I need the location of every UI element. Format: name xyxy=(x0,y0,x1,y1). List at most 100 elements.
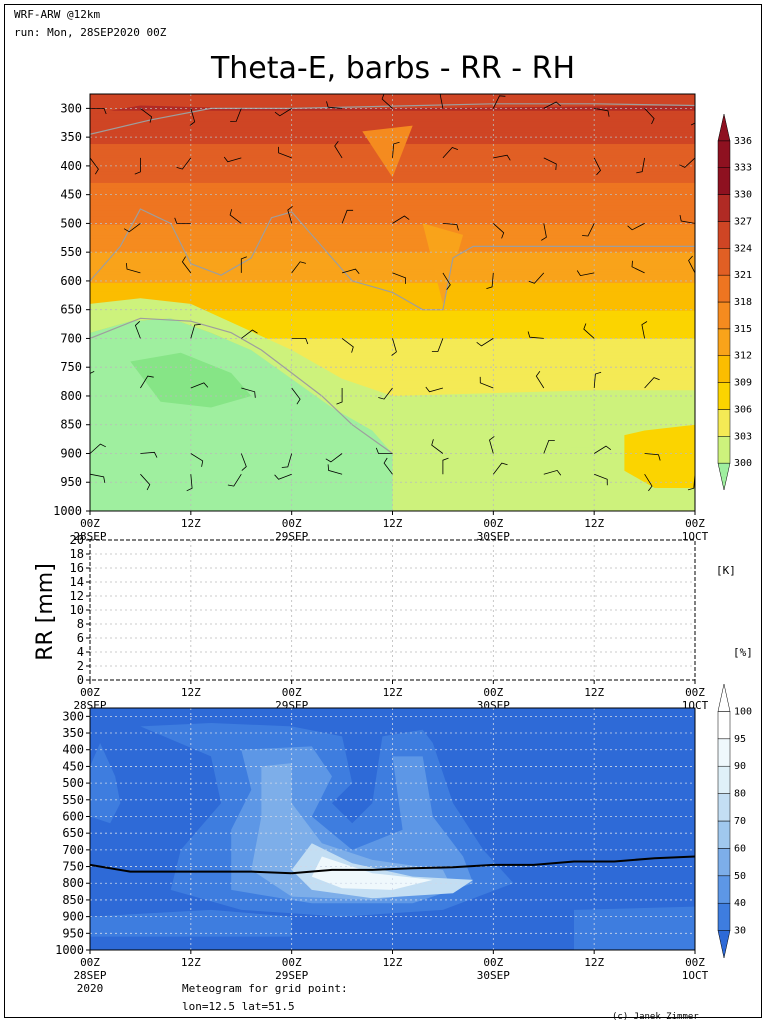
rh-cbar-label: 80 xyxy=(734,789,746,800)
rh-ytick-label: 850 xyxy=(62,893,84,907)
x-tick-hour: 00Z xyxy=(80,686,100,699)
theta-cbar-label: 306 xyxy=(734,404,752,415)
rh-ytick-label: 950 xyxy=(62,926,84,940)
theta-band xyxy=(90,124,695,128)
theta-band xyxy=(90,316,695,320)
rh-cbar-swatch xyxy=(717,711,731,740)
rh-cbar-swatch xyxy=(717,820,731,849)
theta-cbar-swatch xyxy=(717,301,731,330)
theta-band xyxy=(90,299,695,304)
wind-barb xyxy=(442,223,459,231)
x-tick-hour: 12Z xyxy=(181,517,201,530)
meteogram-caption: Meteogram for grid point: xyxy=(182,982,348,995)
theta-ytick-label: 600 xyxy=(60,274,82,288)
wind-barb xyxy=(636,157,645,174)
wind-barb xyxy=(594,473,608,486)
wind-barb xyxy=(176,157,192,170)
wind-barb xyxy=(439,94,444,109)
theta-ytick-label: 450 xyxy=(60,188,82,202)
x-tick-hour: 12Z xyxy=(584,517,604,530)
theta-band xyxy=(90,121,695,126)
rr-ytick-label: 4 xyxy=(77,645,84,659)
wind-barb xyxy=(489,436,495,454)
theta-ytick-label: 300 xyxy=(60,101,82,115)
gridpoint-caption: lon=12.5 lat=51.5 xyxy=(182,1000,295,1013)
wind-barb xyxy=(644,377,660,389)
theta-cbar-label: 318 xyxy=(734,297,752,308)
wind-barb xyxy=(90,473,106,483)
wind-barb xyxy=(375,447,393,454)
theta-band xyxy=(90,391,695,395)
x-tick-date: 1OCT xyxy=(682,530,709,543)
wind-barb xyxy=(240,453,247,471)
wind-barb xyxy=(123,223,141,233)
wind-barb xyxy=(134,321,141,339)
theta-cbar-extend-high xyxy=(717,113,731,142)
wind-barb xyxy=(140,451,158,458)
wind-barb xyxy=(442,147,459,159)
wind-barb xyxy=(644,108,655,125)
theta-cbar-label: 315 xyxy=(734,324,752,335)
theta-cbar-swatch xyxy=(717,140,731,168)
rh-cbar-swatch xyxy=(717,765,731,794)
wind-barb xyxy=(190,382,209,389)
wind-barb xyxy=(644,473,653,492)
rh-x-tick-date: 29SEP xyxy=(275,969,308,982)
theta-cbar-label: 333 xyxy=(734,163,752,174)
theta-band xyxy=(90,235,695,240)
rh-x-tick-date: 1OCT xyxy=(682,969,709,982)
theta-band xyxy=(90,305,695,309)
wind-barb xyxy=(90,443,106,454)
theta-band xyxy=(90,216,695,220)
wind-barb xyxy=(274,108,292,117)
wind-barb xyxy=(326,101,343,109)
theta-band xyxy=(90,230,695,234)
rr-ytick-label: 14 xyxy=(70,575,84,589)
wind-barb xyxy=(90,157,99,175)
wind-barb xyxy=(527,331,544,339)
rh-ytick-label: 600 xyxy=(62,809,84,823)
wind-barb xyxy=(227,473,242,487)
theta-band xyxy=(90,274,695,279)
rh-ytick-label: 900 xyxy=(62,910,84,924)
wind-barb xyxy=(593,445,612,454)
wind-barb xyxy=(493,154,511,161)
theta-band xyxy=(90,324,695,329)
theta-band xyxy=(90,346,695,351)
rr-ytick-label: 12 xyxy=(70,589,84,603)
rh-ytick-label: 650 xyxy=(62,826,84,840)
theta-ytick-label: 700 xyxy=(60,331,82,345)
wind-barb xyxy=(378,387,393,400)
x-tick-hour: 00Z xyxy=(80,517,100,530)
theta-cbar-label: 336 xyxy=(734,136,752,147)
wind-barb xyxy=(90,371,95,388)
rh-cbar-label: 95 xyxy=(734,734,746,745)
rr-ytick-label: 16 xyxy=(70,561,84,575)
rh-x-tick-hour: 12Z xyxy=(383,956,403,969)
rh-cbar-swatch xyxy=(717,875,731,904)
theta-band xyxy=(90,255,695,259)
theta-e-colorbar: 300 303 306 309 312 315 318 321 324 327 330 333 336 xyxy=(717,113,752,491)
x-tick-hour: 00Z xyxy=(685,686,705,699)
rh-ytick-label: 450 xyxy=(62,759,84,773)
wind-barb xyxy=(223,156,242,163)
theta-band xyxy=(90,241,695,245)
wind-barb xyxy=(392,272,406,284)
rh-cbar-extend-low xyxy=(717,930,731,959)
wind-barb xyxy=(688,255,695,274)
wind-barb xyxy=(535,371,545,389)
wind-barb xyxy=(476,338,494,347)
wind-barb xyxy=(694,387,695,388)
wind-barb xyxy=(694,337,695,339)
wind-barb xyxy=(690,108,695,126)
rh-cbar-label: 70 xyxy=(734,816,746,827)
rh-colorbar: 30 40 50 60 70 80 90 95 100 xyxy=(717,683,752,959)
wind-barb xyxy=(593,157,601,176)
theta-band xyxy=(90,191,695,195)
rh-x-tick-hour: 00Z xyxy=(483,956,503,969)
theta-band xyxy=(90,249,695,254)
wind-barb xyxy=(281,453,293,468)
theta-band xyxy=(90,280,695,284)
